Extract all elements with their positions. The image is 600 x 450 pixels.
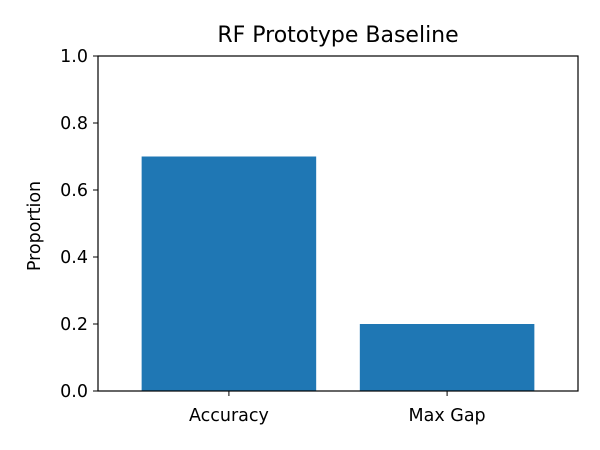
x-tick-label: Accuracy — [189, 406, 269, 426]
chart-title: RF Prototype Baseline — [217, 23, 458, 48]
y-tick-label: 0.4 — [60, 248, 88, 268]
x-tick-label: Max Gap — [409, 406, 486, 426]
y-axis-label: Proportion — [25, 181, 45, 271]
plot-frame — [97, 55, 579, 392]
y-tick-label: 0.0 — [60, 382, 88, 402]
bar-max-gap — [359, 324, 535, 391]
y-tick-label: 0.2 — [60, 315, 88, 335]
y-axis: 0.0 0.2 0.4 0.6 0.8 1.0 — [60, 47, 98, 402]
y-tick-label: 0.6 — [60, 181, 88, 201]
y-tick-label: 1.0 — [60, 47, 88, 67]
bars-group — [141, 156, 535, 391]
bar-accuracy — [141, 156, 317, 391]
y-tick-label: 0.8 — [60, 114, 88, 134]
x-axis: Accuracy Max Gap — [189, 391, 486, 426]
